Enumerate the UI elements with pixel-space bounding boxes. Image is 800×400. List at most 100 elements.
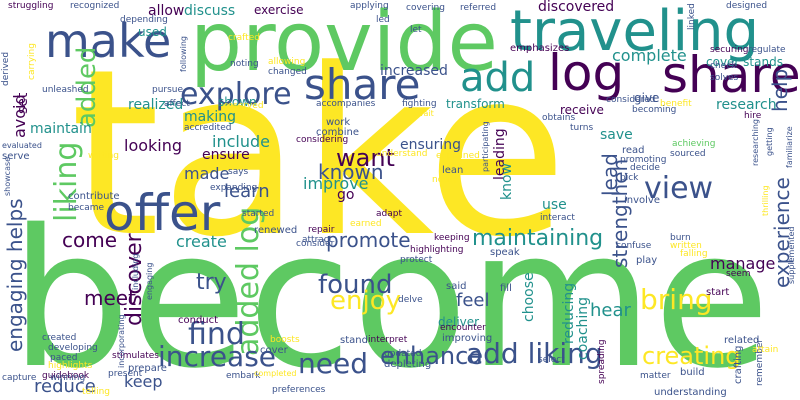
word-increased: increased <box>380 63 448 79</box>
word-ensure: ensure <box>202 147 250 163</box>
word-known: known <box>318 160 384 184</box>
word-created: created <box>42 333 77 343</box>
word-capture: capture <box>2 373 37 383</box>
word-read: read <box>622 145 645 156</box>
word-linked: linked <box>687 3 697 30</box>
word-used: used <box>138 25 167 39</box>
word-use: use <box>542 197 567 213</box>
word-earned: earned <box>350 219 382 229</box>
word-encounter: encounter <box>440 323 486 333</box>
word-derived: derived <box>1 51 11 86</box>
word-hear: hear <box>590 300 631 321</box>
word-depending: depending <box>120 15 168 25</box>
word-embark: embark <box>226 371 261 381</box>
word-reducing: reducing <box>561 282 577 344</box>
word-engaging-helps: engaging helps <box>3 198 27 352</box>
word-interact: interact <box>540 213 575 223</box>
word-affect: affect <box>164 99 190 109</box>
word-repair: repair <box>308 225 335 235</box>
word-allowing: allowing <box>268 57 306 67</box>
word-highlights: highlights <box>48 361 93 371</box>
word-manage: manage <box>710 254 776 273</box>
word-maintaining: maintaining <box>472 226 604 251</box>
word-try: try <box>196 270 227 295</box>
word-participating: participating <box>481 121 490 172</box>
word-found: found <box>318 270 393 300</box>
word-deliver: deliver <box>438 315 480 329</box>
word-led: led <box>376 15 390 25</box>
word-emphasizes: emphasizes <box>510 43 570 54</box>
word-await: await <box>412 109 434 118</box>
word-considered: considered <box>606 95 656 105</box>
word-understanding: understanding <box>654 387 727 398</box>
word-log: log <box>548 44 625 102</box>
word-combine: combine <box>316 127 359 138</box>
word-says: says <box>228 167 249 177</box>
word-involve: involve <box>624 195 661 206</box>
word-creating: creating <box>642 342 741 370</box>
word-decide: decide <box>630 163 660 173</box>
word-researching: researching <box>751 119 760 166</box>
word-delve: delve <box>398 295 423 305</box>
word-familiarize: familiarize <box>785 126 794 168</box>
word-want: want <box>336 144 395 172</box>
word-present: present <box>108 369 143 379</box>
word-set: set <box>15 92 31 114</box>
word-covering: covering <box>406 3 445 13</box>
word-securing: securing <box>710 45 749 55</box>
word-pick: pick <box>620 173 639 183</box>
word-cover-stands: cover stands <box>706 55 783 69</box>
word-add: add <box>460 55 536 101</box>
word-build: build <box>680 367 705 378</box>
word-protect: protect <box>400 255 433 265</box>
word-prepare: prepare <box>128 363 167 374</box>
word-crafting: crafting <box>733 345 744 384</box>
word-applying: applying <box>350 1 389 11</box>
word-allow: allow <box>148 3 185 19</box>
word-fill: fill <box>500 283 512 294</box>
word-know: know <box>499 163 515 200</box>
word-attain: attain <box>752 345 779 355</box>
word-choose: choose <box>521 272 537 322</box>
word-adapt: adapt <box>376 209 402 219</box>
word-start: start <box>706 287 730 298</box>
word-ensuring: ensuring <box>400 137 462 153</box>
word-completed: completed <box>254 369 297 378</box>
word-give: give <box>634 91 660 105</box>
word-engaging: engaging <box>145 262 154 300</box>
word-shown: shown <box>218 95 257 109</box>
word-offer: offer <box>104 184 221 242</box>
word-maintain: maintain <box>30 121 92 137</box>
word-complete: complete <box>612 46 687 65</box>
word-work: work <box>326 117 351 128</box>
word-realized: realized <box>128 97 184 113</box>
word-receive: receive <box>560 103 604 117</box>
word-considering: considering <box>296 135 349 145</box>
word-share-2: share <box>304 60 421 109</box>
word-struggling: struggling <box>8 1 54 11</box>
word-recognized: recognized <box>70 1 120 11</box>
word-improving: improving <box>442 333 493 344</box>
word-take: take <box>70 21 568 288</box>
word-share-1: share <box>662 46 800 104</box>
word-benefit: benefit <box>660 99 692 109</box>
word-explained: explained <box>436 151 480 161</box>
word-unleashed: unleashed <box>42 85 89 95</box>
word-pursue: pursue <box>152 85 184 95</box>
word-contribute: contribute <box>68 191 120 202</box>
word-promoting: promoting <box>620 155 667 165</box>
word-save: save <box>600 127 633 143</box>
word-stimulates: stimulates <box>112 351 159 361</box>
word-improve: improve <box>303 174 369 193</box>
word-discovered: discovered <box>538 0 615 15</box>
word-need: need <box>298 347 368 380</box>
word-discuss: discuss <box>184 3 236 19</box>
word-conduct: conduct <box>178 315 219 326</box>
word-made: made <box>184 164 230 183</box>
word-sourced: sourced <box>670 149 706 159</box>
word-become: become <box>10 189 771 400</box>
word-highlighting: highlighting <box>410 245 464 255</box>
word-let: let <box>410 25 422 35</box>
word-come: come <box>62 228 118 252</box>
